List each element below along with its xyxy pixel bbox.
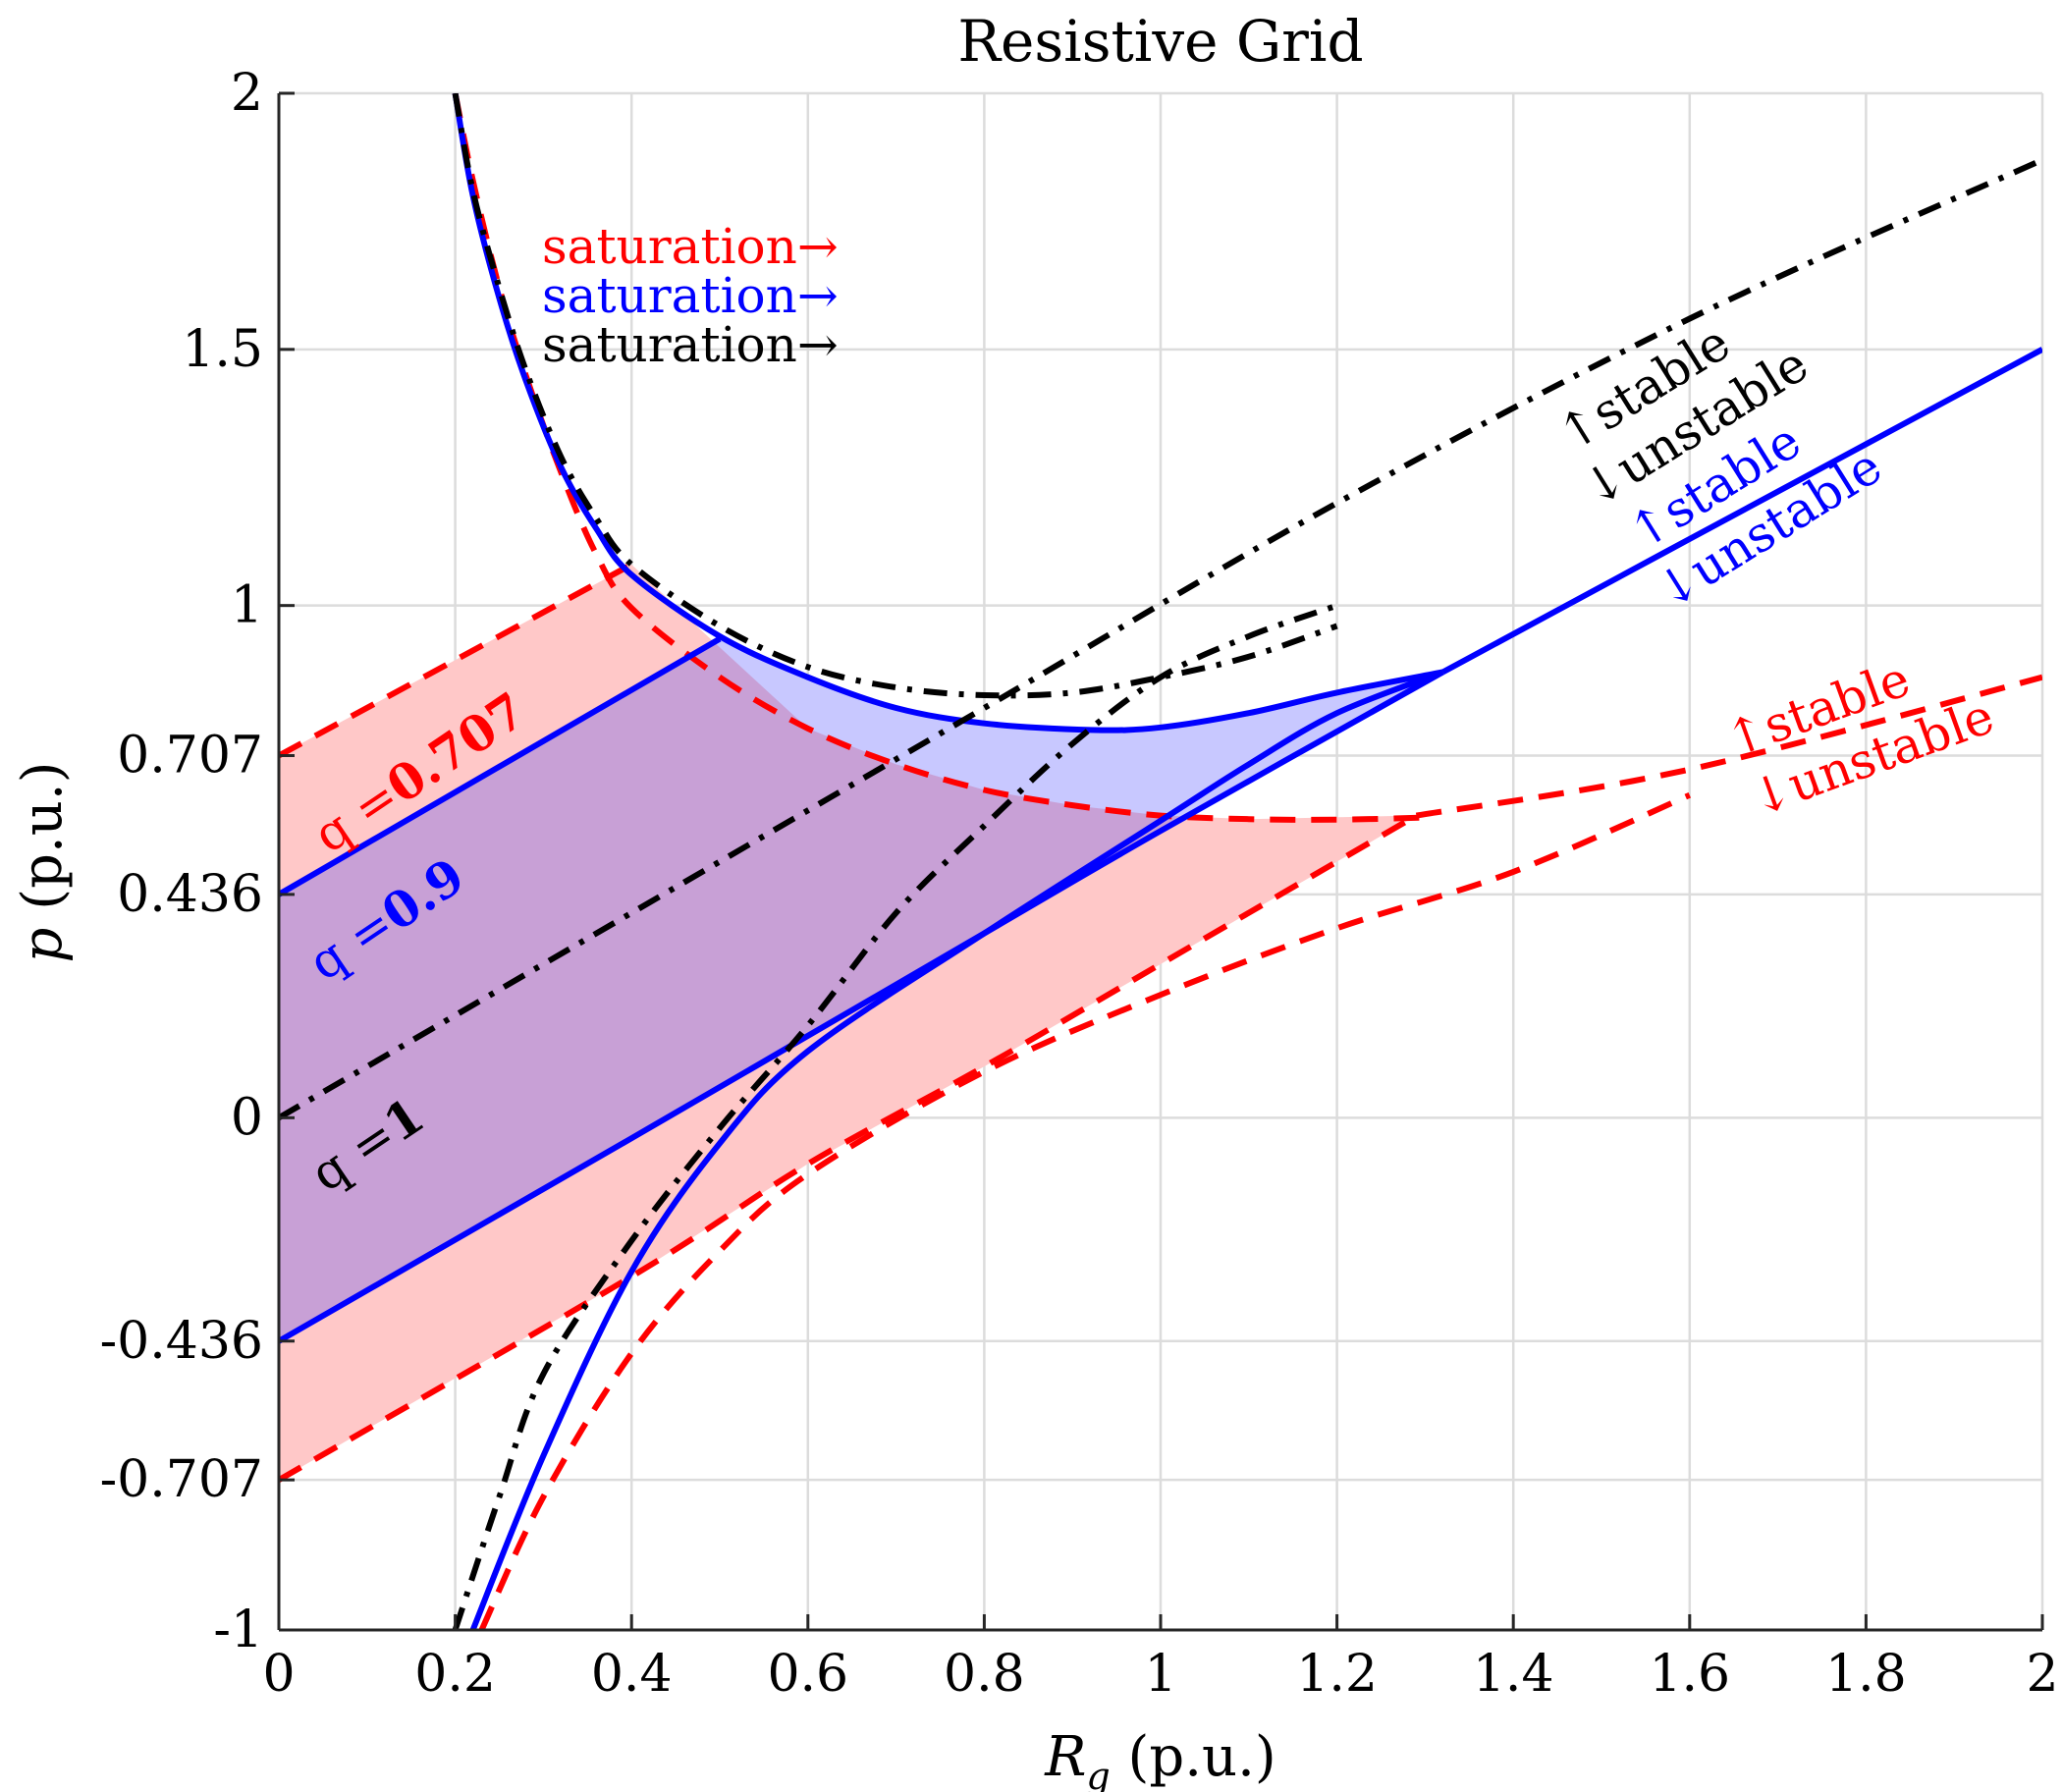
x-tick-label-5: 1 [1144,1645,1176,1704]
y-tick-label-8: 2 [231,64,263,123]
x-axis-title: Rg (p.u.) [1044,1725,1276,1792]
series-1-upper-line [279,636,722,897]
series-1-upper-branch [1440,347,2042,676]
series-1-lower-line [279,669,1444,1344]
series-0-upper-line [279,562,633,759]
regions [279,564,1443,1481]
y-tick-label-0: -1 [213,1601,263,1659]
series-2-lower-branch [452,602,1338,1630]
saturation-label-red: saturation→ [542,218,839,275]
y-tick-label-5: 0.707 [117,727,263,786]
series-0-saturation-curve [452,93,1426,823]
chart-title: Resistive Grid [957,8,1363,75]
series-1-lower-branch [469,669,1444,1630]
x-tick-label-7: 1.4 [1473,1645,1554,1704]
y-tick-label-4: 0.436 [117,865,263,924]
x-tick-label-2: 0.4 [591,1645,673,1704]
saturation-label-black: saturation→ [542,316,839,373]
axes [277,91,2044,1632]
x-tick-label-8: 1.6 [1649,1645,1730,1704]
series-0-lower-branch [478,791,1691,1630]
x-tick-label-3: 0.6 [767,1645,848,1704]
y-axis-title: p (p.u.) [11,762,75,963]
x-tick-label-0: 0 [262,1645,295,1704]
x-tick-label-6: 1.2 [1296,1645,1378,1704]
series-lines [279,93,2042,1630]
y-tick-label-6: 1 [231,576,263,635]
series-2-saturation-curve [452,93,1338,699]
series-0-lower-line [279,813,1418,1483]
x-tick-label-1: 0.2 [414,1645,496,1704]
x-tick-label-4: 0.8 [944,1645,1025,1704]
series-0-upper-branch [1415,674,2042,819]
series-2-upper-line [279,157,2042,1120]
series-1-saturation-curve [452,93,1443,733]
y-tick-label-3: 0 [231,1088,263,1147]
y-tick-label-1: -0.707 [100,1450,263,1509]
y-tick-label-7: 1.5 [182,320,263,379]
x-tick-label-10: 2 [2026,1645,2058,1704]
x-tick-label-9: 1.8 [1825,1645,1907,1704]
y-tick-label-2: -0.436 [100,1312,263,1371]
saturation-label-blue: saturation→ [542,267,839,324]
tick-labels: 0 0.2 0.4 0.6 0.8 1 1.2 1.4 1.6 1.8 2 -1 -0.707 -0.43… [100,64,2059,1704]
